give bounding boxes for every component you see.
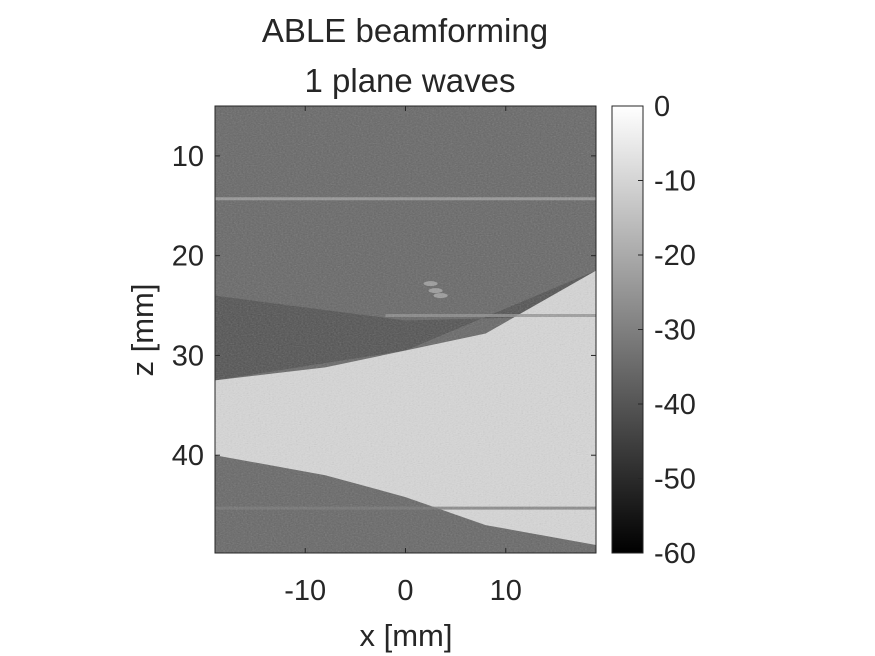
x-tick-label: -10 — [284, 575, 326, 607]
x-tick-label: 0 — [397, 575, 413, 607]
colorbar-tick-label: -30 — [654, 315, 696, 347]
colorbar-tick-label: -10 — [654, 166, 696, 198]
x-axis-label: x [mm] — [360, 618, 453, 653]
x-axis-ticks: -10 0 10 — [284, 106, 522, 607]
colorbar-tick-label: -60 — [654, 538, 696, 570]
y-tick-label: 10 — [172, 141, 204, 173]
colorbar-tick-label: -40 — [654, 389, 696, 421]
x-tick-label: 10 — [490, 575, 522, 607]
y-axis-ticks: 10 20 30 40 — [172, 141, 596, 472]
y-axis-label: z [mm] — [125, 284, 160, 377]
y-tick-label: 20 — [172, 241, 204, 273]
colorbar-tick-label: -20 — [654, 240, 696, 272]
y-tick-label: 30 — [172, 340, 204, 372]
beamformed-image — [215, 106, 596, 553]
chart-title-line-2: 1 plane waves — [305, 62, 516, 99]
chart-title-line-1: ABLE beamforming — [262, 12, 548, 49]
speckle-texture — [215, 106, 596, 553]
colorbar — [611, 105, 644, 554]
colorbar-ticks: 0 -10 -20 -30 -40 -50 -60 — [638, 91, 696, 570]
colorbar-tick-label: 0 — [654, 91, 670, 123]
y-tick-label: 40 — [172, 440, 204, 472]
colorbar-tick-label: -50 — [654, 464, 696, 496]
